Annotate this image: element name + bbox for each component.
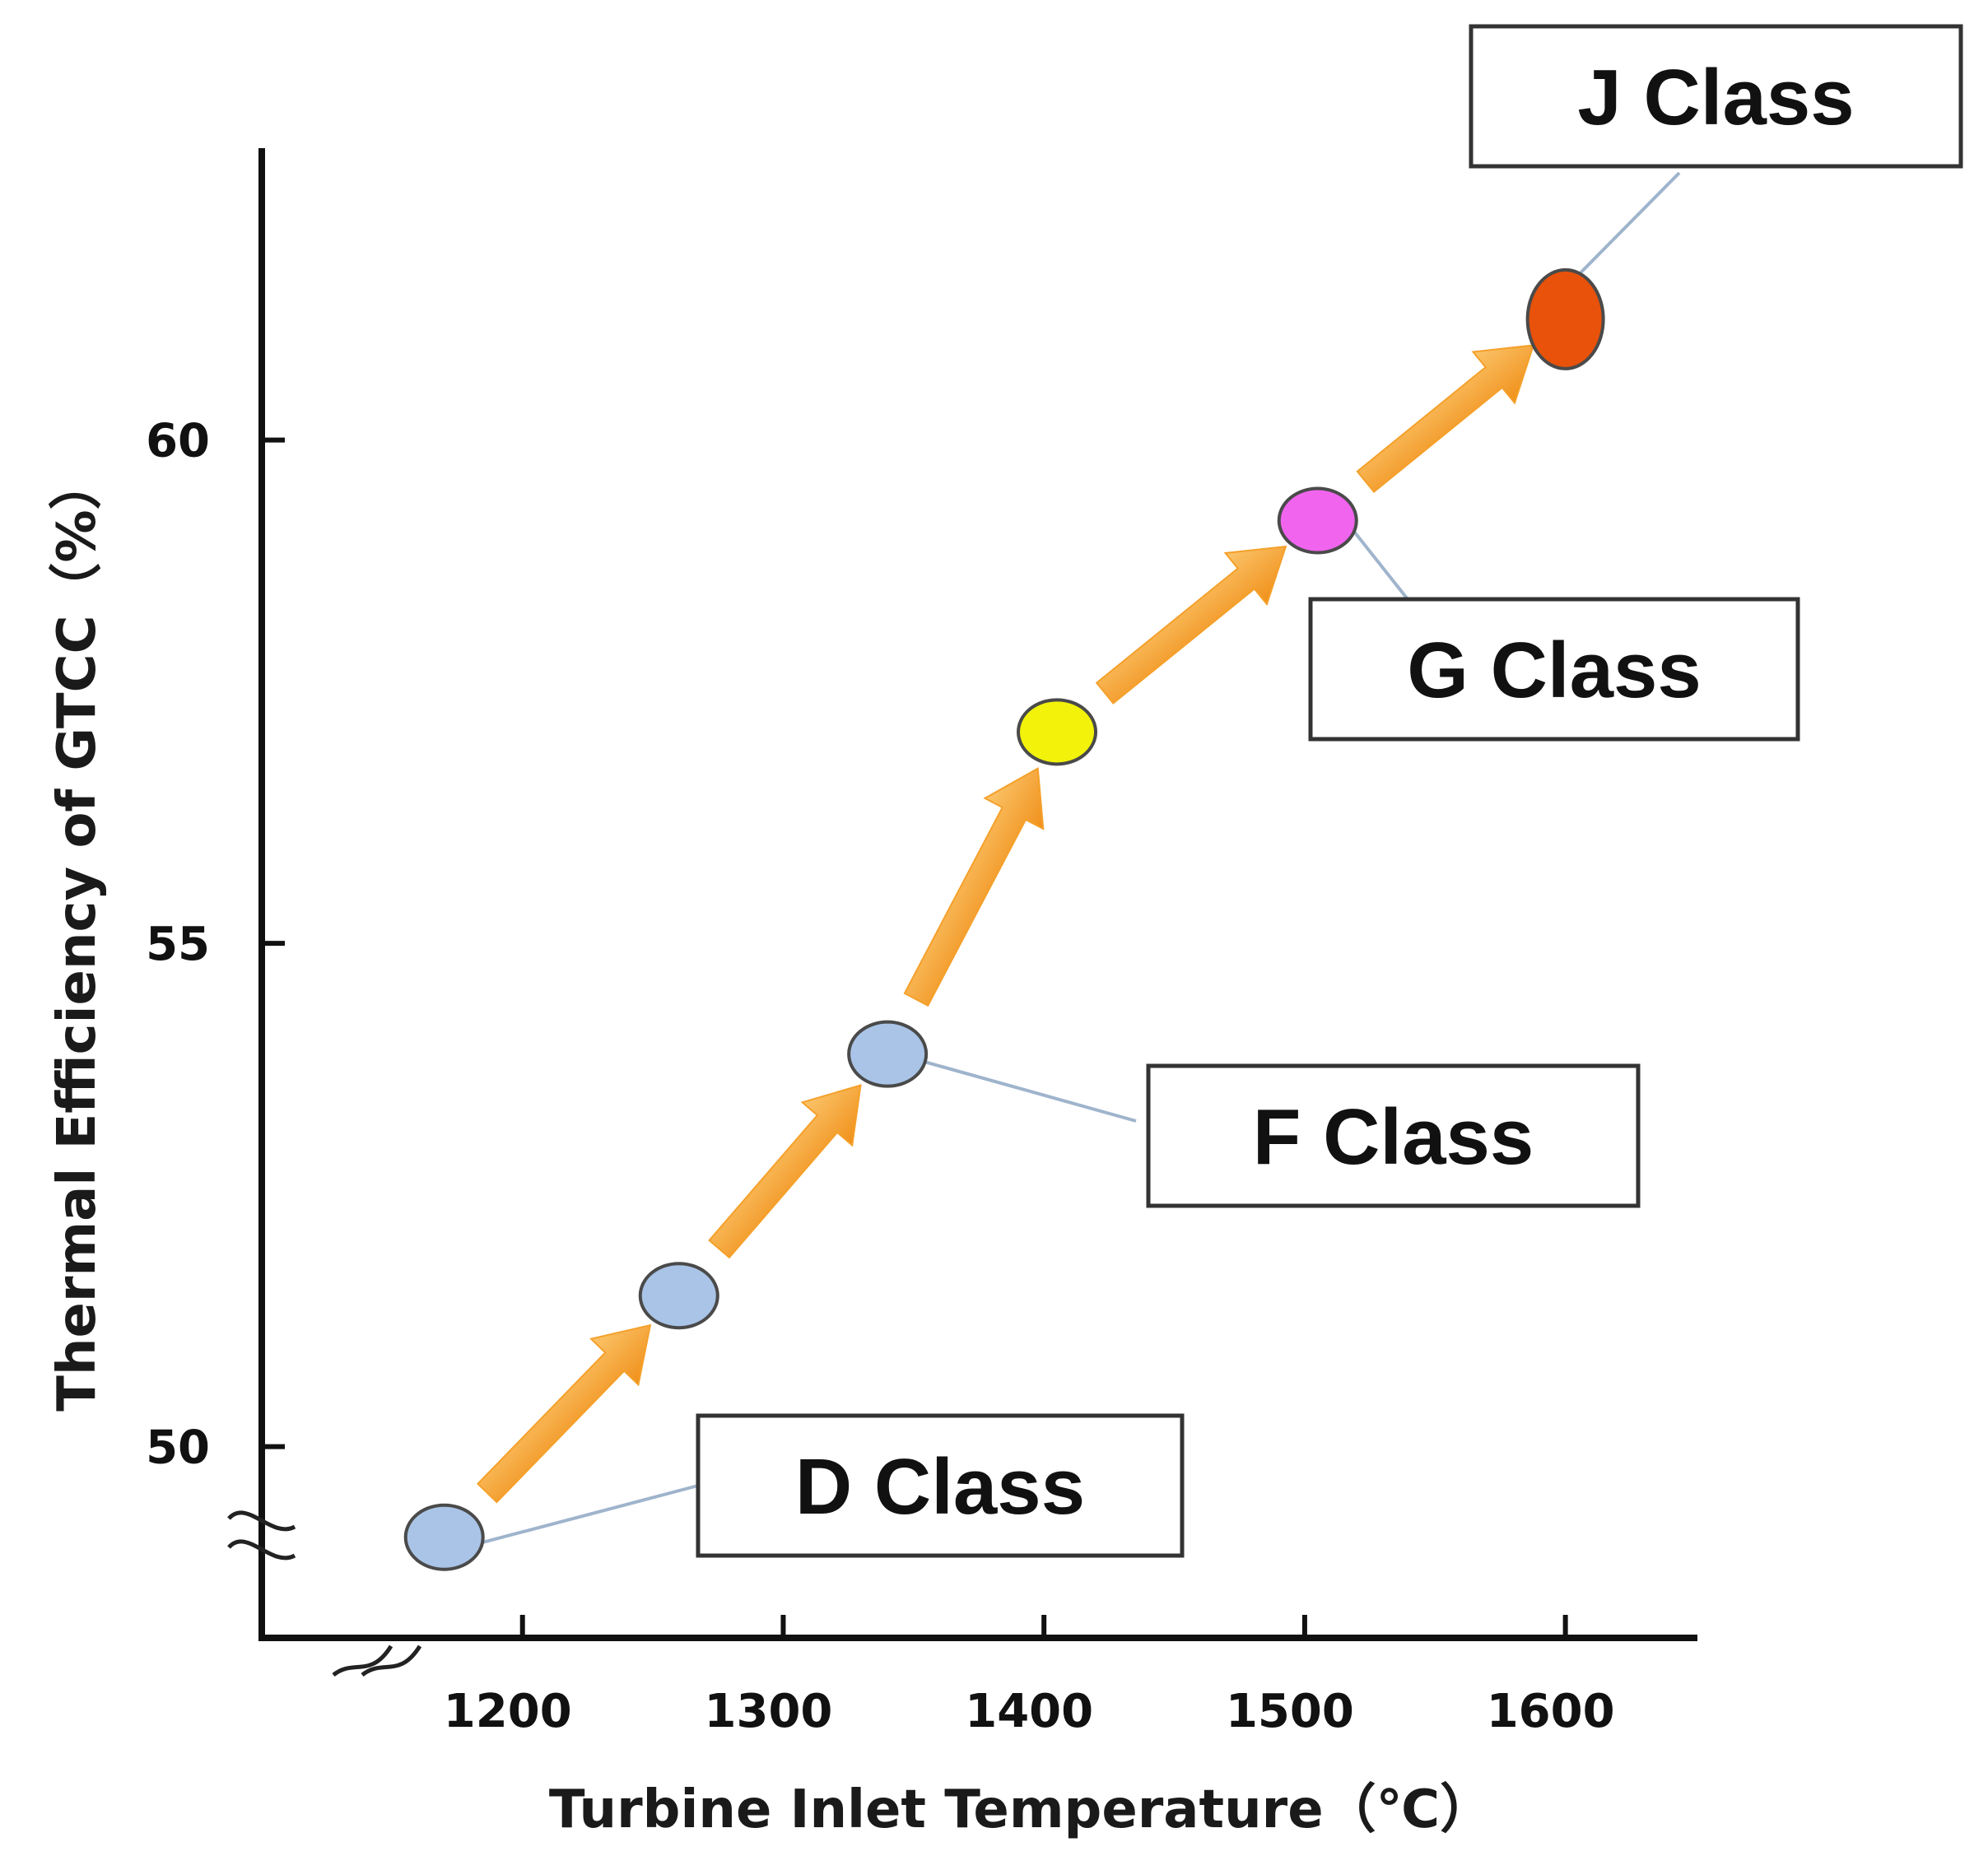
x-tick-label: 1300 (705, 1685, 833, 1738)
class-label: G Class (1407, 626, 1702, 714)
data-point (1277, 486, 1358, 555)
x-tick-label: 1200 (444, 1685, 572, 1738)
leader-line (920, 1058, 1137, 1123)
trend-arrow (477, 1323, 652, 1504)
x-axis-break-icon (332, 1644, 422, 1677)
data-point (1525, 267, 1605, 370)
class-label: J Class (1577, 53, 1854, 142)
leader-line (1349, 526, 1409, 601)
trend-arrow (708, 1084, 862, 1259)
data-point (403, 1503, 485, 1571)
leader-line (477, 1484, 699, 1546)
trend-arrow (1095, 545, 1287, 705)
data-point (638, 1262, 719, 1330)
leader-line (1574, 171, 1681, 280)
class-label: F Class (1253, 1093, 1534, 1181)
class-label-box (696, 1413, 1185, 1558)
x-tick-label: 1500 (1226, 1685, 1354, 1738)
data-point (847, 1020, 929, 1088)
class-label-box (1469, 24, 1963, 169)
y-tick-label: 50 (146, 1421, 210, 1475)
x-tick-label: 1600 (1487, 1685, 1615, 1738)
y-axis-title: Thermal Efficiency of GTCC（%） (47, 457, 108, 1411)
x-axis-title: Turbine Inlet Temperature（℃） (549, 1779, 1492, 1840)
class-label-box (1308, 597, 1800, 742)
y-axis-break-icon (227, 1510, 296, 1561)
trend-arrow (1356, 344, 1535, 494)
class-label-box (1146, 1063, 1641, 1208)
x-tick-label: 1400 (965, 1685, 1093, 1738)
trend-arrow (903, 766, 1045, 1007)
y-tick-label: 60 (146, 415, 210, 468)
class-label: D Class (795, 1443, 1085, 1531)
y-tick-label: 55 (146, 918, 210, 971)
data-point (1017, 698, 1098, 766)
